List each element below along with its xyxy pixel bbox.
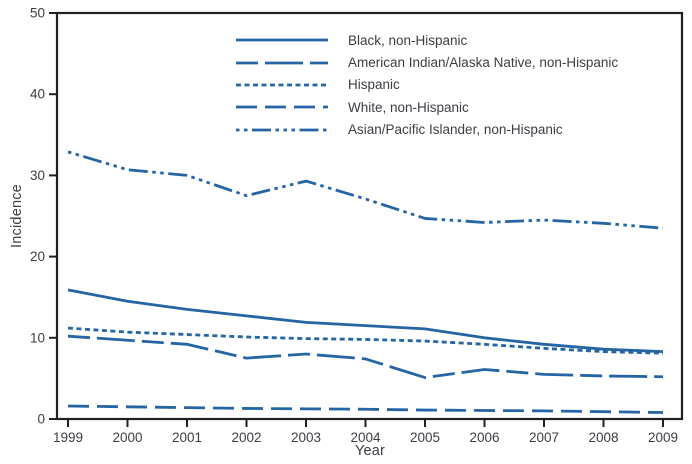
legend-line-sample <box>236 38 328 42</box>
legend-item: Asian/Pacific Islander, non-Hispanic <box>236 119 618 141</box>
series-line-american-indian-alaska-native-non-hispanic <box>67 334 664 379</box>
x-tick-label: 1999 <box>53 430 83 445</box>
y-tick-label: 30 <box>30 168 45 183</box>
legend-item: Black, non-Hispanic <box>236 29 618 51</box>
x-tick-label: 2007 <box>529 430 559 445</box>
legend-item: Hispanic <box>236 74 618 96</box>
x-tick-label: 2005 <box>410 430 440 445</box>
x-tick-label: 2008 <box>588 430 618 445</box>
y-tick-label: 0 <box>37 412 45 427</box>
legend-label: Asian/Pacific Islander, non-Hispanic <box>348 122 563 138</box>
legend-line-sample <box>236 61 328 64</box>
x-tick-label: 2003 <box>291 430 321 445</box>
legend-line-sample <box>236 128 328 132</box>
y-axis-title: Incidence <box>9 184 25 248</box>
x-tick-label: 2001 <box>172 430 202 445</box>
series-line-black-non-hispanic <box>67 288 664 354</box>
x-tick-label: 2000 <box>112 430 142 445</box>
legend-item: White, non-Hispanic <box>236 96 618 118</box>
series-line-asian-pacific-islander-non-hispanic <box>67 150 664 230</box>
y-tick-label: 50 <box>30 6 45 21</box>
y-tick-label: 10 <box>30 330 45 345</box>
y-tick-label: 40 <box>30 87 45 102</box>
legend-label: White, non-Hispanic <box>348 99 469 115</box>
legend-label: Black, non-Hispanic <box>348 32 468 48</box>
x-axis-title: Year <box>354 443 386 459</box>
x-tick-label: 2009 <box>648 430 678 445</box>
x-tick-label: 2002 <box>231 430 261 445</box>
series-line-white-non-hispanic <box>67 404 664 414</box>
legend-label: American Indian/Alaska Native, non-Hispa… <box>348 55 619 71</box>
legend-line-sample <box>236 83 328 87</box>
x-tick-label: 2006 <box>469 430 499 445</box>
y-tick-label: 20 <box>30 249 45 264</box>
legend-label: Hispanic <box>348 77 400 93</box>
legend: Black, non-Hispanic American Indian/Alask… <box>236 29 618 141</box>
legend-item: American Indian/Alaska Native, non-Hispa… <box>236 51 618 73</box>
x-tick-label: 2004 <box>350 430 381 445</box>
series-line-hispanic <box>67 326 664 355</box>
legend-line-sample <box>236 105 328 109</box>
plot-frame <box>55 11 684 421</box>
